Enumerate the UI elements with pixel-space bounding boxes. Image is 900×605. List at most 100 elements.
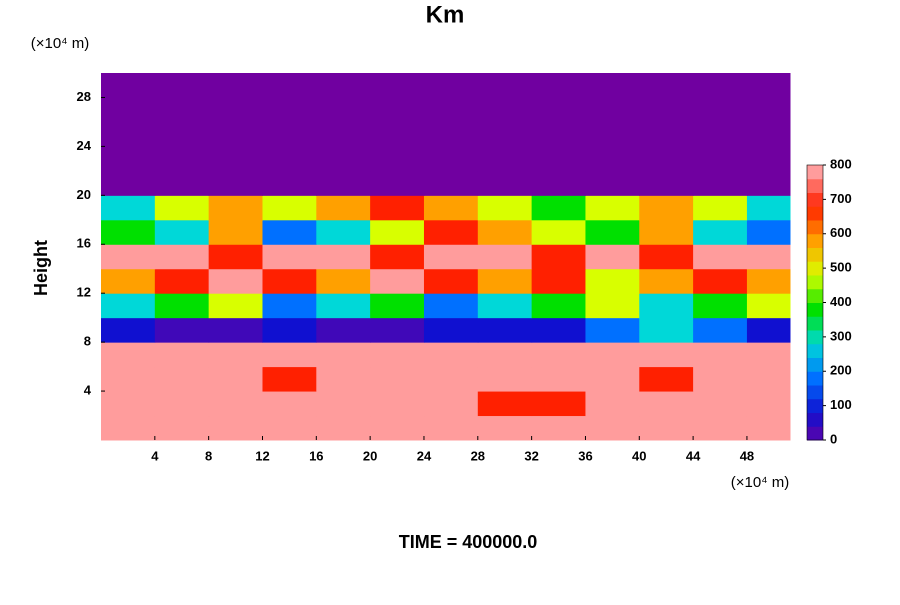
cell bbox=[154, 317, 210, 343]
x-tick-label: 48 bbox=[740, 448, 754, 463]
cell bbox=[370, 244, 425, 270]
cell bbox=[746, 366, 791, 392]
cell bbox=[208, 415, 263, 441]
colorbar-band bbox=[807, 165, 823, 180]
cell bbox=[477, 268, 533, 294]
cell bbox=[639, 97, 694, 123]
cell bbox=[639, 219, 694, 245]
cell bbox=[316, 219, 371, 245]
cell bbox=[316, 366, 371, 392]
cell bbox=[746, 97, 791, 123]
cell bbox=[746, 219, 791, 245]
cell bbox=[262, 268, 317, 294]
colorbar-band bbox=[807, 357, 823, 372]
chart-title: Km bbox=[426, 1, 465, 28]
colorbar-tick-label: 600 bbox=[830, 225, 852, 240]
cell bbox=[585, 293, 640, 319]
cell bbox=[639, 170, 694, 196]
cell bbox=[208, 97, 263, 123]
cell bbox=[262, 73, 317, 98]
cell bbox=[208, 219, 263, 245]
cell bbox=[154, 415, 210, 441]
cell bbox=[693, 97, 748, 123]
cell bbox=[154, 342, 210, 368]
colorbar-tick-label: 500 bbox=[830, 260, 852, 275]
cell bbox=[477, 97, 533, 123]
cell bbox=[477, 244, 533, 270]
cell bbox=[639, 73, 694, 98]
cell bbox=[101, 73, 156, 98]
colorbar-band bbox=[807, 343, 823, 358]
cell bbox=[208, 195, 263, 221]
cell bbox=[693, 121, 748, 147]
x-tick-label: 12 bbox=[255, 448, 269, 463]
cell bbox=[531, 195, 586, 221]
cell bbox=[746, 170, 791, 196]
cell bbox=[316, 170, 371, 196]
cell bbox=[585, 146, 640, 172]
cell bbox=[531, 244, 586, 270]
x-tick-label: 44 bbox=[686, 448, 701, 463]
cell bbox=[370, 97, 425, 123]
cell bbox=[693, 219, 748, 245]
cell bbox=[746, 268, 791, 294]
cell bbox=[101, 415, 156, 441]
cell bbox=[154, 121, 210, 147]
cell bbox=[316, 146, 371, 172]
colorbar-tick-label: 800 bbox=[830, 156, 852, 171]
cell bbox=[423, 121, 479, 147]
cell bbox=[585, 342, 640, 368]
cell bbox=[262, 391, 317, 417]
cell bbox=[370, 121, 425, 147]
cell bbox=[746, 146, 791, 172]
x-tick-label: 20 bbox=[363, 448, 377, 463]
cell bbox=[423, 170, 479, 196]
cell bbox=[423, 293, 479, 319]
cell bbox=[370, 391, 425, 417]
colorbar-band bbox=[807, 330, 823, 345]
cell bbox=[208, 146, 263, 172]
cell bbox=[746, 73, 791, 98]
cell bbox=[693, 342, 748, 368]
cell bbox=[154, 391, 210, 417]
cell bbox=[585, 195, 640, 221]
cell bbox=[693, 415, 748, 441]
cell bbox=[477, 121, 533, 147]
cell bbox=[262, 244, 317, 270]
colorbar-band bbox=[807, 412, 823, 427]
cell bbox=[370, 195, 425, 221]
cell bbox=[639, 366, 694, 392]
cell bbox=[746, 391, 791, 417]
cell bbox=[639, 195, 694, 221]
cell bbox=[316, 73, 371, 98]
cell bbox=[639, 342, 694, 368]
cell bbox=[262, 293, 317, 319]
cell bbox=[101, 146, 156, 172]
cell bbox=[477, 170, 533, 196]
cell bbox=[477, 195, 533, 221]
cell bbox=[370, 293, 425, 319]
cell bbox=[746, 317, 791, 343]
cell bbox=[693, 268, 748, 294]
y-tick-label: 8 bbox=[84, 334, 91, 349]
cell bbox=[154, 195, 210, 221]
colorbar-band bbox=[807, 220, 823, 235]
cell bbox=[370, 268, 425, 294]
x-tick-label: 28 bbox=[471, 448, 485, 463]
y-tick-label: 20 bbox=[77, 187, 91, 202]
cell bbox=[101, 219, 156, 245]
cell bbox=[585, 121, 640, 147]
cell bbox=[370, 342, 425, 368]
cell bbox=[316, 121, 371, 147]
cell bbox=[477, 366, 533, 392]
y-tick-label: 16 bbox=[77, 236, 91, 251]
cell bbox=[101, 268, 156, 294]
cell bbox=[639, 293, 694, 319]
cell bbox=[746, 342, 791, 368]
cell bbox=[154, 97, 210, 123]
x-unit: (×10⁴ m) bbox=[731, 474, 790, 491]
cell bbox=[262, 219, 317, 245]
colorbar-band bbox=[807, 192, 823, 207]
cell bbox=[585, 317, 640, 343]
